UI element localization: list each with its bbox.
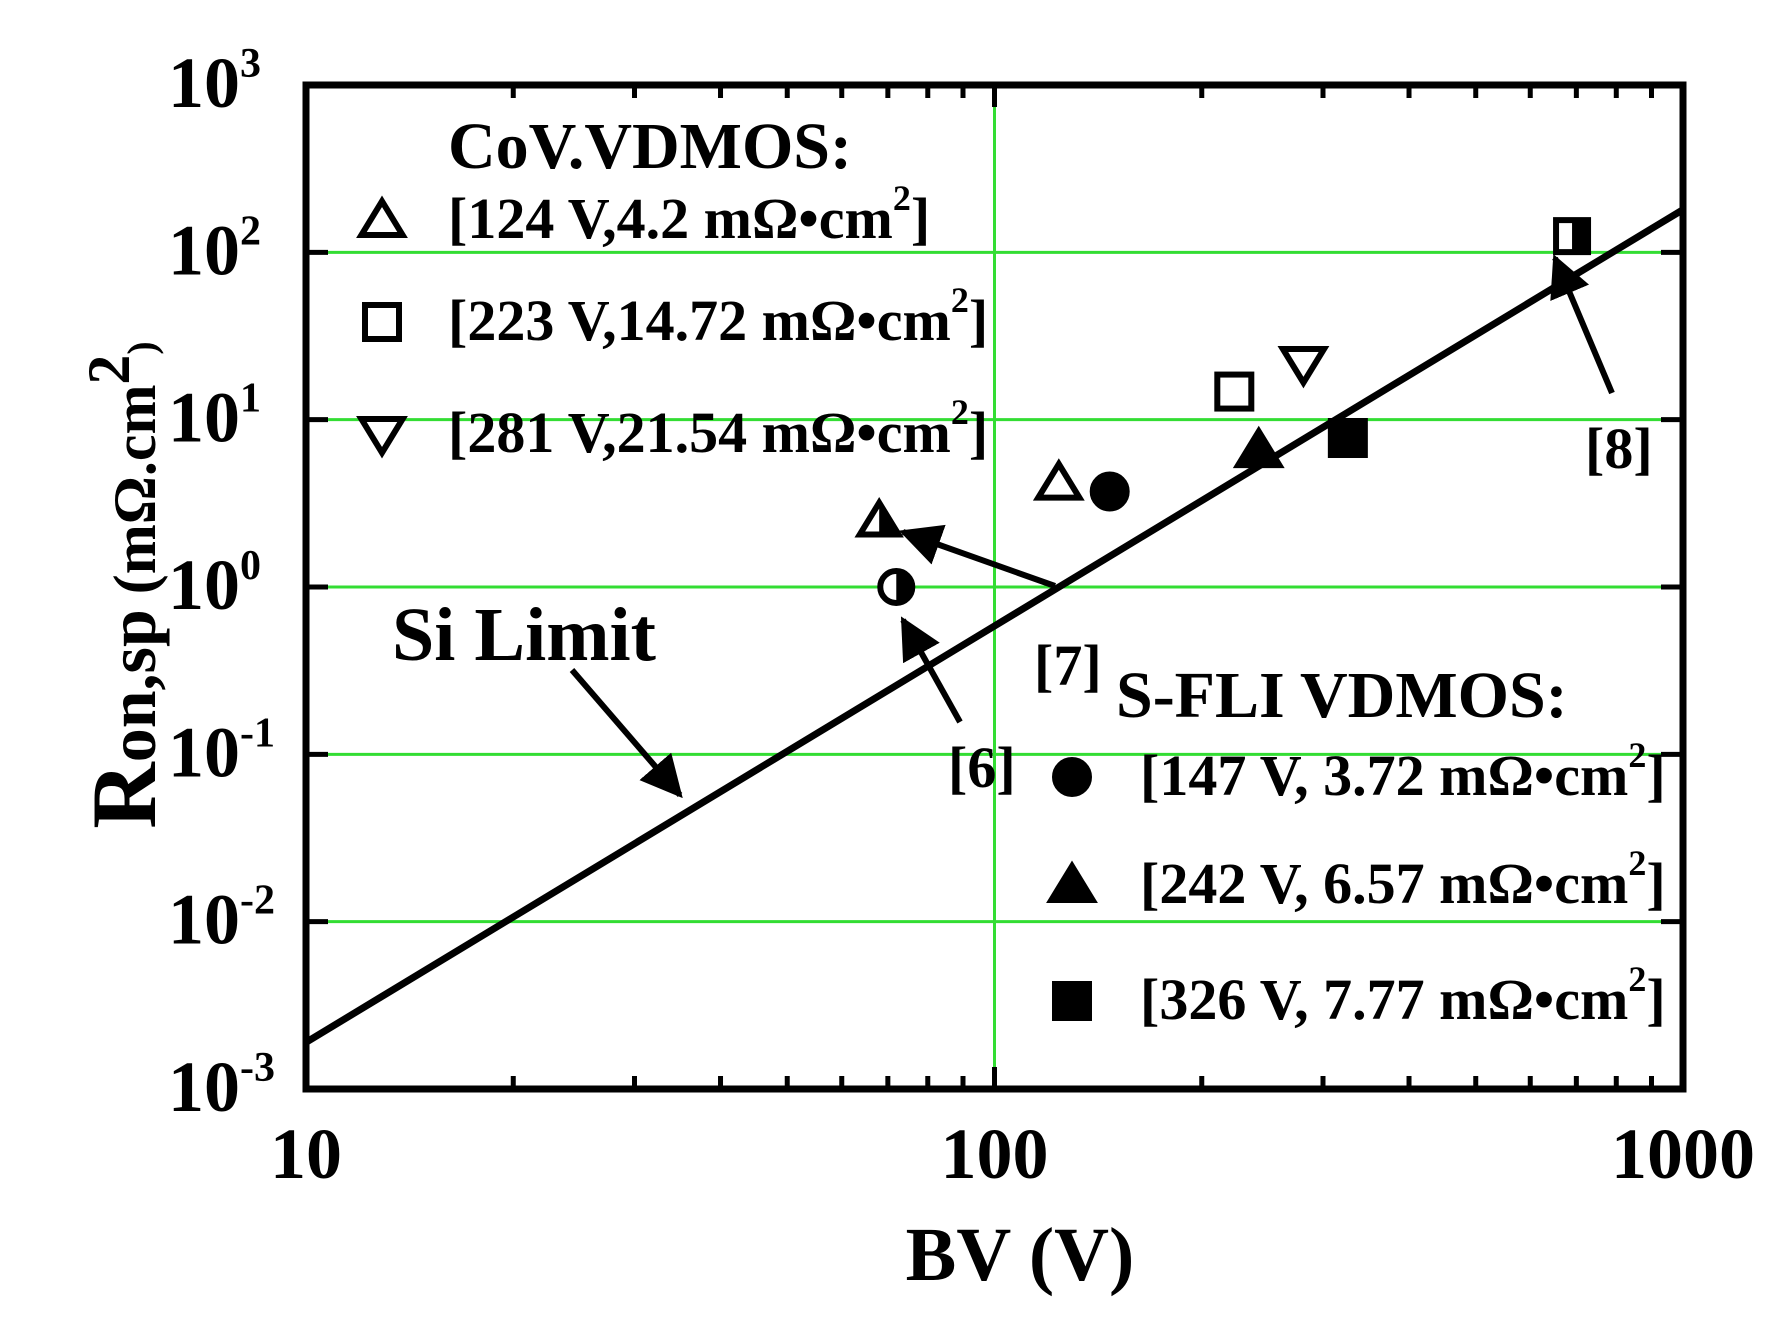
- x-tick-label: 1000: [1611, 1114, 1755, 1194]
- legend-group: CoV.VDMOS:[124 V,4.2 mΩ•cm2] [223 V,14.72…: [356, 110, 988, 465]
- legend-marker-triangle-down-open: [356, 416, 408, 459]
- x-axis-title: BV (V): [906, 1213, 1135, 1297]
- legends: CoV.VDMOS:[124 V,4.2 mΩ•cm2] [223 V,14.72…: [356, 110, 1666, 1032]
- reference-point-square-half: [1553, 217, 1592, 256]
- y-axis-title: Ron,sp (mΩ.cm2): [73, 341, 175, 829]
- data-point-square-open: [1214, 371, 1255, 412]
- ref-label-7: [7]: [1034, 633, 1102, 698]
- si-limit-arrow: [569, 668, 683, 799]
- legend-marker-triangle-up-open: [356, 195, 408, 238]
- x-tick-label: 10: [270, 1114, 342, 1194]
- y-tick-label: 102: [168, 208, 261, 290]
- data-point-triangle-down-open: [1277, 345, 1330, 389]
- ref-arrow-6: [900, 616, 963, 724]
- y-tick-label: 101: [168, 376, 261, 458]
- y-tick-label: 10-2: [168, 878, 275, 960]
- x-tick-labels: 10 100 1000: [270, 1114, 1755, 1194]
- ref-arrow-7: [899, 524, 1057, 589]
- reference-point-circle-half: [877, 568, 916, 606]
- y-tick-label: 10-3: [168, 1045, 275, 1127]
- x-tick-label: 100: [941, 1114, 1049, 1194]
- data-points: [854, 217, 1592, 606]
- legend-title: S-FLI VDMOS:: [1116, 659, 1568, 732]
- legend-group: S-FLI VDMOS:[147 V, 3.72 mΩ•cm2] [242 V, …: [1046, 659, 1666, 1032]
- data-point-triangle-up-filled: [1232, 425, 1285, 469]
- legend-label: [147 V, 3.72 mΩ•cm2]: [1140, 735, 1666, 808]
- legend-label: [242 V, 6.57 mΩ•cm2]: [1140, 843, 1666, 916]
- data-point-circle-filled: [1089, 471, 1130, 512]
- y-axis-title-unit-exp: 2: [76, 355, 142, 385]
- legend-title: CoV.VDMOS:: [448, 110, 852, 183]
- y-axis-title-sub: on,sp: [94, 609, 170, 762]
- legend-marker-square-filled: [1052, 981, 1092, 1021]
- y-axis-title-unit: (mΩ.cm: [102, 385, 168, 610]
- legend-marker-circle-filled: [1052, 757, 1092, 797]
- y-tick-label: 103: [168, 41, 261, 123]
- data-point-triangle-up-open: [1032, 458, 1085, 501]
- legend-marker-square-open: [362, 302, 402, 342]
- reference-point-triangle-up-half: [854, 497, 904, 538]
- y-tick-label: 10-1: [168, 710, 275, 792]
- ref-label-8: [8]: [1585, 416, 1653, 481]
- legend-marker-triangle-up-filled: [1046, 860, 1098, 903]
- ref-arrow-8: [1550, 254, 1615, 395]
- legend-label: [281 V,21.54 mΩ•cm2]: [448, 392, 988, 465]
- si-limit-line: [306, 206, 1683, 1046]
- legend-label: [124 V,4.2 mΩ•cm2]: [448, 178, 930, 251]
- legend-label: [223 V,14.72 mΩ•cm2]: [448, 280, 988, 353]
- si-limit-label: Si Limit: [392, 593, 656, 677]
- y-axis-title-unit-close: ): [119, 341, 164, 354]
- y-tick-labels: 10-3 10-2 10-1 100 101 102 103: [168, 41, 275, 1127]
- y-tick-label: 100: [168, 543, 261, 625]
- data-point-square-filled: [1327, 418, 1368, 459]
- plot-frame: [302, 81, 1687, 1093]
- y-axis-title-main: R: [73, 761, 175, 829]
- ref-label-6: [6]: [948, 735, 1016, 800]
- legend-label: [326 V, 7.77 mΩ•cm2]: [1140, 959, 1666, 1032]
